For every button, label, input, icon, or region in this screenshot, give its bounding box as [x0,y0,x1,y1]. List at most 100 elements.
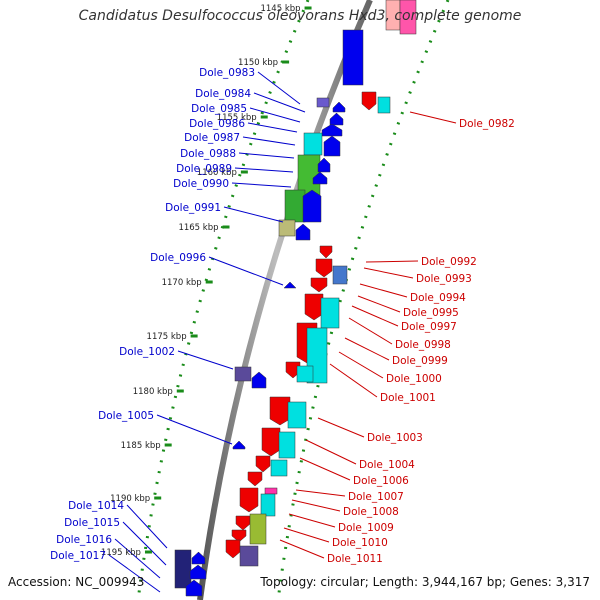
gene-box [399,0,417,35]
reverse-gene-arrow [285,361,301,379]
reverse-gene-arrow [361,91,377,111]
reverse-gene-arrow [261,427,281,457]
track-guides [136,0,450,600]
forward-leader [238,152,295,159]
reverse-gene-label: Dole_1000 [386,373,442,385]
reverse-gene-box [320,297,340,329]
reverse-gene-label: Dole_0993 [416,273,472,285]
forward-gene-arrow [283,281,297,289]
accession-text: Accession: NC_009943 [8,575,145,589]
reverse-leader [291,499,341,512]
reverse-leader [357,295,401,313]
reverse-gene-arrow [310,277,328,293]
forward-gene-arrow [251,371,267,389]
tick-label: 1195 kbp [101,548,141,558]
reverse-gene-label: Dole_1007 [348,491,404,503]
forward-gene-label: Dole_0985 [191,103,247,115]
gene-labels: Dole_0983 Dole_0984 Dole_0985 Dole_0986 Dole… [50,67,515,565]
reverse-gene-label: Dole_1004 [359,459,415,471]
reverse-gene-box [332,265,348,285]
forward-gene-label: Dole_0986 [189,118,245,130]
forward-leader [223,206,284,223]
position-ticks: 1145 kbp 1150 kbp 1155 kbp 1160 kbp 1165 kbp… [101,4,312,558]
forward-gene-box [316,97,330,108]
forward-gene-arrow [317,157,331,173]
reverse-gene-arrow [269,396,291,426]
reverse-gene-label: Dole_0994 [410,292,466,304]
reverse-gene-arrow [225,539,241,559]
reverse-gene-box [287,401,307,429]
forward-gene-arrow [232,440,246,450]
forward-leader [249,107,301,123]
forward-gene-label: Dole_1014 [68,500,124,512]
forward-gene-box [284,189,306,223]
reverse-leader [295,489,346,497]
forward-gene-arrow [191,551,206,565]
reverse-gene-arrow [239,487,259,513]
reverse-gene-box [296,365,314,383]
tick-label: 1165 kbp [178,223,218,233]
reverse-gene-box [239,545,259,567]
label-leaders [108,71,457,593]
reverse-leader [299,457,351,481]
reverse-gene-box [270,459,288,477]
forward-gene-label: Dole_0991 [165,202,221,214]
reverse-gene-label: Dole_0982 [459,118,515,130]
reverse-gene-label: Dole_0997 [401,321,457,333]
reverse-gene-label: Dole_0995 [403,307,459,319]
forward-gene-arrow [332,101,346,113]
forward-gene-arrow [312,171,328,185]
reverse-gene-box [377,96,391,114]
forward-leader [114,538,161,579]
forward-gene-label: Dole_0987 [184,132,240,144]
reverse-leader [409,111,457,124]
forward-gene-label: Dole_1002 [119,346,175,358]
tick-label: 1145 kbp [260,4,300,14]
reverse-leader [344,337,390,361]
reverse-gene-arrow [235,515,251,531]
reverse-gene-arrow [315,258,333,278]
reverse-gene-arrow [231,529,247,543]
forward-leader [242,136,296,146]
gene-features [174,0,417,597]
reverse-gene-label: Dole_1010 [332,537,388,549]
reverse-gene-arrow [304,293,324,321]
reverse-gene-label: Dole_0999 [392,355,448,367]
reverse-gene-label: Dole_1003 [367,432,423,444]
forward-leader [247,122,298,133]
forward-leader [208,256,284,286]
forward-gene-label: Dole_1017 [50,550,106,562]
reverse-leader [348,317,393,345]
forward-leader [126,504,168,549]
forward-gene-box [234,366,252,382]
reverse-gene-label: Dole_1008 [343,506,399,518]
forward-gene-box [174,549,192,589]
forward-gene-arrow [189,564,207,580]
genome-backbone [197,0,373,600]
tick-label: 1150 kbp [238,58,278,68]
reverse-gene-label: Dole_1011 [327,553,383,565]
reverse-leader [317,417,365,438]
forward-gene-arrow [323,135,341,157]
tick-label: 1170 kbp [162,278,202,288]
forward-leader [257,71,301,105]
reverse-leader [363,267,414,279]
tick-label: 1180 kbp [133,387,173,397]
reverse-leader [288,513,336,528]
reverse-gene-label: Dole_1001 [380,392,436,404]
reverse-gene-label: Dole_0992 [421,256,477,268]
forward-leader [177,350,234,370]
reverse-gene-label: Dole_1009 [338,522,394,534]
tick-label: 1175 kbp [147,332,187,342]
reverse-gene-arrow [247,471,263,487]
tick-label: 1155 kbp [217,113,257,123]
tick-label: 1160 kbp [197,168,237,178]
forward-gene-label: Dole_0984 [195,88,251,100]
reverse-leader [305,439,357,465]
genome-title: Candidatus Desulfococcus oleovorans Hxd3… [78,8,522,24]
forward-leader [108,554,161,593]
forward-gene-box [278,219,296,237]
forward-gene-label: Dole_0988 [180,148,236,160]
forward-gene-label: Dole_1016 [56,534,112,546]
